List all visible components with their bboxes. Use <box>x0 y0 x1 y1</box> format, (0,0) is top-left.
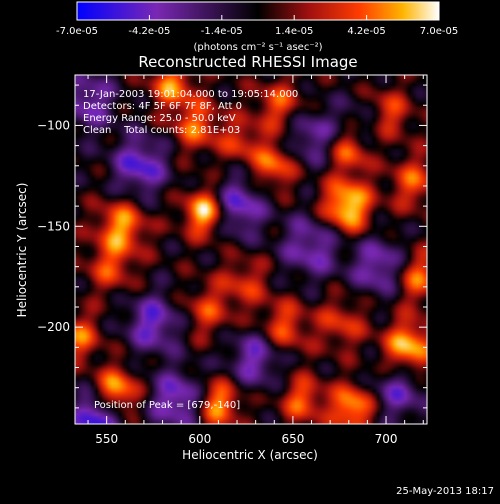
colorbar-tick-label: 4.2e-05 <box>347 26 385 37</box>
colorbar-ticks: -7.0e-05 -4.2e-05 -1.4e-05 1.4e-05 4.2e-05 7.… <box>56 15 458 37</box>
y-tick-label: −150 <box>37 219 70 233</box>
annotation-time-range: 17-Jan-2003 19:01:04.000 to 19:05:14.000 <box>83 89 298 100</box>
y-tick-label: −200 <box>37 320 70 334</box>
plot-area: 550 600 650 700 −100 −150 −200 <box>37 74 428 446</box>
colorbar-units-label: (photons cm⁻² s⁻¹ asec⁻²) <box>193 42 322 53</box>
axis-ticks: 550 600 650 700 −100 −150 −200 <box>37 75 427 446</box>
annotation-method: Clean Total counts: 2.81E+03 <box>83 125 240 136</box>
y-axis-label: Heliocentric Y (arcsec) <box>15 183 29 318</box>
annotation-detectors: Detectors: 4F 5F 6F 7F 8F, Att 0 <box>83 101 242 112</box>
x-axis-label: Heliocentric X (arcsec) <box>182 448 318 462</box>
footer-timestamp: 25-May-2013 18:17 <box>396 486 494 497</box>
colorbar-tick-label: -1.4e-05 <box>201 26 243 37</box>
heatmap-image <box>75 75 427 424</box>
colorbar-tick-label: -4.2e-05 <box>128 26 170 37</box>
plot-annotations: 17-Jan-2003 19:01:04.000 to 19:05:14.000… <box>83 89 298 411</box>
x-tick-label: 550 <box>95 432 118 446</box>
plot-frame <box>74 74 428 425</box>
y-tick-label: −100 <box>37 118 70 132</box>
colorbar-fill <box>76 1 440 21</box>
x-tick-label: 700 <box>375 432 398 446</box>
x-tick-label: 650 <box>281 432 304 446</box>
x-tick-label: 600 <box>188 432 211 446</box>
annotation-energy: Energy Range: 25.0 - 50.0 keV <box>83 113 236 124</box>
colorbar: -7.0e-05 -4.2e-05 -1.4e-05 1.4e-05 4.2e-05 7.… <box>56 1 458 53</box>
chart-title: Reconstructed RHESSI Image <box>138 53 357 71</box>
annotation-peak-position: Position of Peak = [679,-140] <box>94 400 240 411</box>
colorbar-tick-label: 1.4e-05 <box>275 26 313 37</box>
colorbar-tick-label: 7.0e-05 <box>420 26 458 37</box>
colorbar-tick-label: -7.0e-05 <box>56 26 98 37</box>
